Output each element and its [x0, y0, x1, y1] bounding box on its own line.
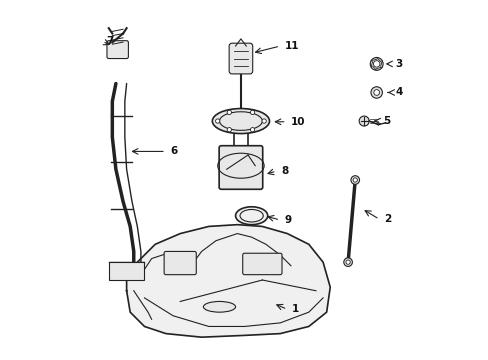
Circle shape: [369, 58, 382, 70]
FancyBboxPatch shape: [242, 253, 282, 275]
Text: 8: 8: [281, 166, 287, 176]
Text: 5: 5: [382, 116, 389, 126]
Circle shape: [373, 90, 379, 95]
FancyBboxPatch shape: [164, 251, 196, 275]
Text: 11: 11: [284, 41, 298, 51]
Text: 9: 9: [284, 215, 291, 225]
Ellipse shape: [203, 301, 235, 312]
Circle shape: [262, 119, 266, 123]
Circle shape: [215, 119, 220, 123]
Circle shape: [250, 110, 254, 114]
Circle shape: [250, 127, 254, 132]
Circle shape: [227, 110, 231, 114]
Ellipse shape: [235, 207, 267, 225]
Text: 6: 6: [170, 147, 177, 157]
Circle shape: [373, 61, 379, 67]
Circle shape: [343, 258, 352, 266]
Polygon shape: [126, 225, 329, 337]
Circle shape: [227, 127, 231, 132]
Text: 4: 4: [394, 87, 402, 98]
Text: 3: 3: [394, 59, 402, 69]
Circle shape: [358, 116, 368, 126]
FancyBboxPatch shape: [229, 43, 252, 74]
Circle shape: [370, 87, 382, 98]
Circle shape: [350, 176, 359, 184]
Text: 1: 1: [291, 304, 298, 314]
Bar: [108, 262, 144, 280]
Text: 7: 7: [106, 36, 114, 46]
Text: 2: 2: [383, 214, 390, 224]
FancyBboxPatch shape: [107, 41, 128, 59]
Circle shape: [352, 178, 357, 182]
FancyBboxPatch shape: [219, 146, 262, 189]
Text: 10: 10: [290, 117, 305, 127]
Ellipse shape: [212, 109, 269, 134]
Circle shape: [345, 260, 349, 264]
